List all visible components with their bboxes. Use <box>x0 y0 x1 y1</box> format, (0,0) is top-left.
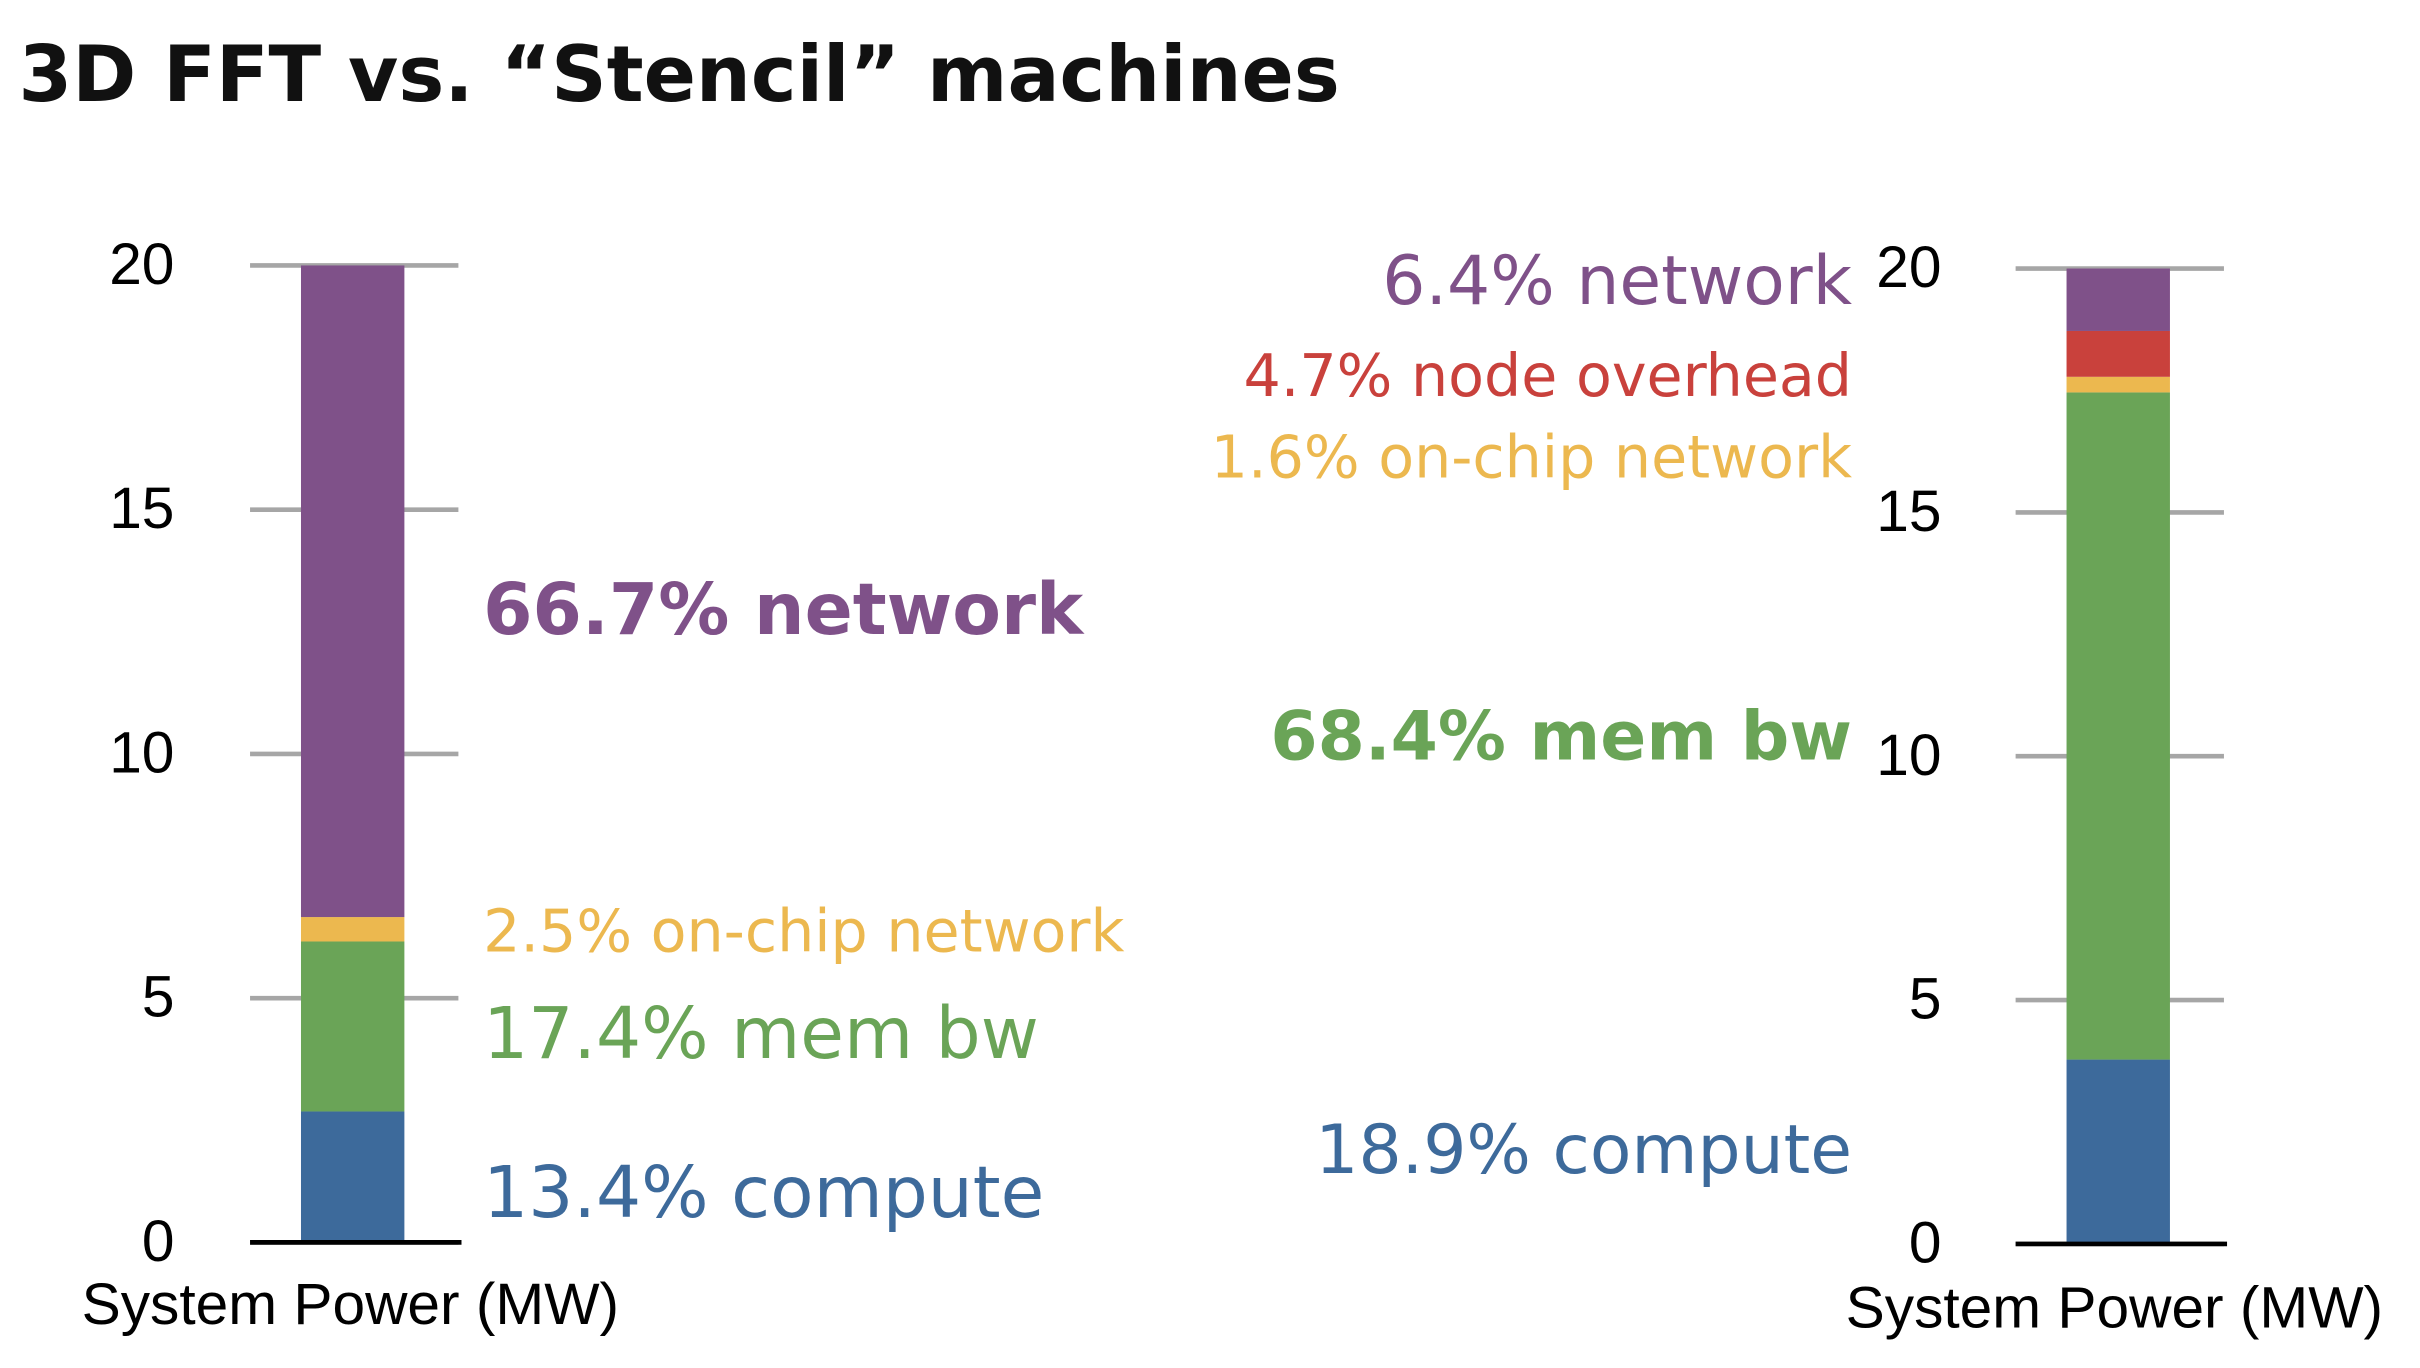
y-tick-label: 15 <box>1876 479 1941 544</box>
bar-segment <box>2066 330 2170 377</box>
y-tick-label: 0 <box>142 1209 175 1274</box>
axis-title: System Power (MW) <box>1846 1275 2383 1340</box>
segment-label: 66.7% network <box>483 568 1085 651</box>
y-tick-label: 20 <box>1876 235 1941 300</box>
bar-segment <box>2066 1059 2170 1244</box>
y-tick-label: 10 <box>109 720 174 785</box>
bar-segment <box>300 265 405 918</box>
segment-label: 68.4% mem bw <box>1270 697 1852 776</box>
segment-label: 18.9% compute <box>1315 1111 1852 1190</box>
bar-segment <box>2066 392 2170 1060</box>
y-tick-label: 15 <box>109 476 174 541</box>
segment-label: 17.4% mem bw <box>483 992 1039 1075</box>
segment-label: 13.4% compute <box>483 1151 1044 1234</box>
segment-label: 6.4% network <box>1382 242 1852 321</box>
y-tick-label: 10 <box>1876 723 1941 788</box>
axis-title: System Power (MW) <box>82 1272 619 1337</box>
y-tick-label: 5 <box>142 965 175 1030</box>
bar-segment <box>300 941 405 1112</box>
bar-segment <box>300 917 405 942</box>
bar-segment <box>2066 376 2170 393</box>
y-tick-label: 20 <box>109 232 174 297</box>
y-tick-label: 0 <box>1909 1210 1942 1275</box>
segment-label: 4.7% node overhead <box>1243 342 1852 410</box>
slide-title: 3D FFT vs. “Stencil” machines <box>19 30 1340 120</box>
segment-label: 2.5% on-chip network <box>483 897 1124 965</box>
bar-segment <box>2066 268 2170 331</box>
segment-label: 1.6% on-chip network <box>1211 424 1852 492</box>
bar-segment <box>300 1111 405 1243</box>
y-tick-label: 5 <box>1909 967 1942 1032</box>
